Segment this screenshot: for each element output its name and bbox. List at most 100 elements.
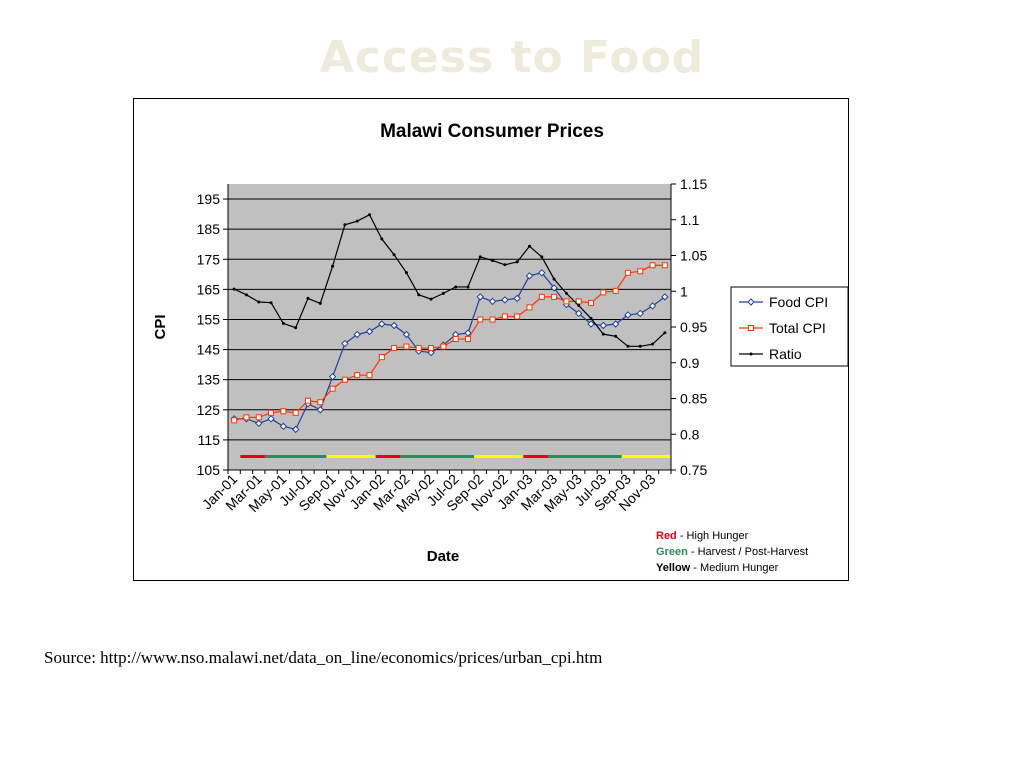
data-point bbox=[231, 417, 238, 424]
data-point bbox=[589, 316, 593, 320]
data-point bbox=[638, 344, 642, 348]
data-point bbox=[564, 291, 568, 295]
data-point bbox=[636, 309, 644, 318]
data-point bbox=[637, 268, 644, 275]
data-point bbox=[552, 277, 556, 281]
legend: Food CPI Total CPI Ratio bbox=[739, 294, 828, 362]
data-point bbox=[611, 320, 620, 328]
data-point bbox=[501, 296, 509, 304]
x-axis-title: Date bbox=[427, 548, 460, 565]
y2-tick-label: 0.85 bbox=[680, 391, 707, 407]
data-point bbox=[464, 329, 472, 337]
note-red-text: - High Hunger bbox=[676, 530, 749, 542]
data-point bbox=[575, 298, 582, 305]
data-point bbox=[404, 271, 408, 275]
data-point bbox=[661, 293, 669, 301]
data-point bbox=[429, 297, 433, 301]
data-point bbox=[268, 409, 275, 416]
data-point bbox=[514, 313, 521, 320]
data-point bbox=[378, 354, 385, 361]
slide-title: Access to Food bbox=[319, 32, 705, 83]
legend-label: Ratio bbox=[769, 346, 802, 362]
data-point bbox=[380, 237, 384, 241]
series-line-ratio bbox=[233, 213, 666, 347]
data-point bbox=[599, 321, 608, 330]
data-point bbox=[390, 321, 398, 330]
data-point bbox=[466, 285, 470, 289]
data-point bbox=[292, 409, 299, 416]
y-tick-label: 145 bbox=[197, 342, 221, 358]
chart-title: Malawi Consumer Prices bbox=[380, 121, 604, 142]
y-tick-label: 105 bbox=[197, 462, 221, 478]
data-point bbox=[415, 345, 422, 352]
data-point bbox=[402, 330, 411, 339]
data-point bbox=[306, 296, 310, 300]
y2-tick-label: 0.9 bbox=[680, 355, 700, 371]
data-point bbox=[428, 345, 435, 352]
data-point bbox=[624, 269, 631, 276]
y-axis-title: CPI bbox=[152, 314, 169, 339]
data-point bbox=[294, 326, 298, 330]
y-tick-label: 195 bbox=[197, 191, 221, 207]
data-point bbox=[269, 301, 273, 305]
data-point bbox=[587, 320, 595, 328]
data-point bbox=[355, 219, 359, 223]
data-point bbox=[747, 298, 755, 306]
gridlines bbox=[228, 198, 671, 441]
y-tick-label: 115 bbox=[198, 432, 221, 448]
data-point bbox=[243, 414, 250, 421]
data-point bbox=[440, 343, 447, 350]
data-point bbox=[624, 311, 632, 319]
data-point bbox=[538, 269, 546, 277]
y-tick-label: 185 bbox=[197, 221, 221, 237]
note-yellow: Yellow - Medium Hunger bbox=[656, 562, 778, 574]
note-green-key: Green bbox=[656, 546, 688, 558]
data-point bbox=[649, 262, 656, 269]
data-point bbox=[503, 263, 507, 267]
source-citation: Source: http://www.nso.malawi.net/data_o… bbox=[44, 648, 603, 667]
data-point bbox=[417, 293, 421, 297]
data-point bbox=[651, 342, 655, 346]
data-point bbox=[748, 325, 754, 331]
data-point bbox=[489, 316, 496, 323]
y2-tick-label: 1.15 bbox=[680, 176, 707, 192]
data-point bbox=[527, 244, 531, 248]
data-point bbox=[501, 313, 508, 320]
note-red: Red - High Hunger bbox=[656, 530, 748, 542]
data-point bbox=[551, 293, 558, 300]
data-point bbox=[281, 321, 285, 325]
data-point bbox=[452, 336, 459, 343]
data-point bbox=[331, 264, 335, 268]
data-point bbox=[365, 327, 374, 336]
data-point bbox=[366, 372, 373, 379]
chart-area: Malawi Consumer Prices Date CPI 105 115 12… bbox=[152, 121, 849, 565]
data-point bbox=[304, 397, 311, 404]
data-point bbox=[368, 213, 372, 217]
data-point bbox=[454, 285, 458, 289]
y-tick-label: 165 bbox=[197, 281, 221, 297]
data-point bbox=[663, 331, 667, 335]
data-point bbox=[244, 293, 248, 297]
data-point bbox=[626, 344, 630, 348]
data-point bbox=[577, 304, 581, 308]
y2-tick-label: 1.05 bbox=[680, 248, 707, 264]
data-point bbox=[515, 260, 519, 264]
note-red-key: Red bbox=[656, 530, 677, 542]
y2-tick-label: 0.95 bbox=[680, 319, 707, 335]
data-point bbox=[588, 299, 595, 306]
note-green-text: - Harvest / Post-Harvest bbox=[687, 546, 809, 558]
data-point bbox=[477, 316, 484, 323]
y-tick-label: 175 bbox=[197, 251, 221, 267]
data-point bbox=[464, 336, 471, 343]
data-point bbox=[354, 372, 361, 379]
data-point bbox=[329, 385, 336, 392]
data-point bbox=[341, 376, 348, 383]
data-point bbox=[476, 293, 484, 301]
note-green: Green - Harvest / Post-Harvest bbox=[656, 546, 808, 558]
data-point bbox=[550, 284, 558, 292]
y-tick-label: 135 bbox=[197, 372, 221, 388]
data-point bbox=[648, 302, 657, 310]
data-point bbox=[575, 309, 583, 318]
data-point bbox=[614, 334, 618, 338]
data-point bbox=[291, 425, 300, 434]
